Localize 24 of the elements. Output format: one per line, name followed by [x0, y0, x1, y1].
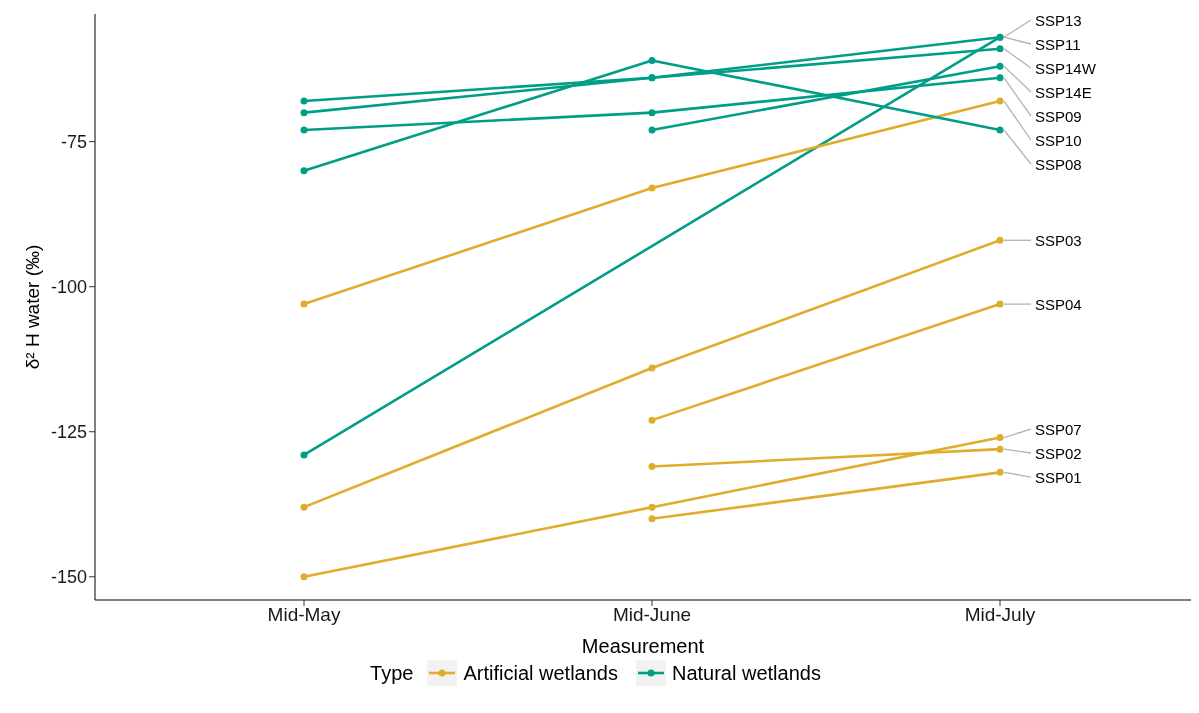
text: SSP02	[1035, 444, 1082, 462]
text: SSP09	[1035, 107, 1082, 125]
x-axis-title: Measurement	[581, 635, 705, 657]
y-tick-label: -75	[60, 132, 87, 153]
y-axis-title: δ² H water (‰)	[21, 244, 43, 370]
x-tick-label: Mid-June	[612, 604, 692, 626]
legend-label: Natural wetlands	[671, 661, 821, 685]
text: SSP08	[1035, 155, 1082, 173]
text: SSP07	[1035, 420, 1082, 438]
text: SSP11	[1035, 35, 1081, 53]
text: SSP01	[1035, 468, 1082, 486]
legend-title: Type	[370, 661, 414, 685]
text: SSP13	[1035, 11, 1082, 29]
x-tick-label: Mid-May	[267, 604, 341, 626]
text: SSP14W	[1035, 59, 1097, 77]
y-tick-label: -125	[50, 422, 87, 443]
x-tick-label: Mid-July	[964, 604, 1036, 626]
text: SSP10	[1035, 131, 1082, 149]
text: SSP04	[1035, 295, 1082, 313]
text: SSP03	[1035, 231, 1082, 249]
legend-label: Artificial wetlands	[463, 661, 618, 685]
text: SSP14E	[1035, 83, 1092, 101]
y-tick-label: -150	[50, 567, 87, 588]
y-tick-label: -100	[50, 277, 87, 298]
